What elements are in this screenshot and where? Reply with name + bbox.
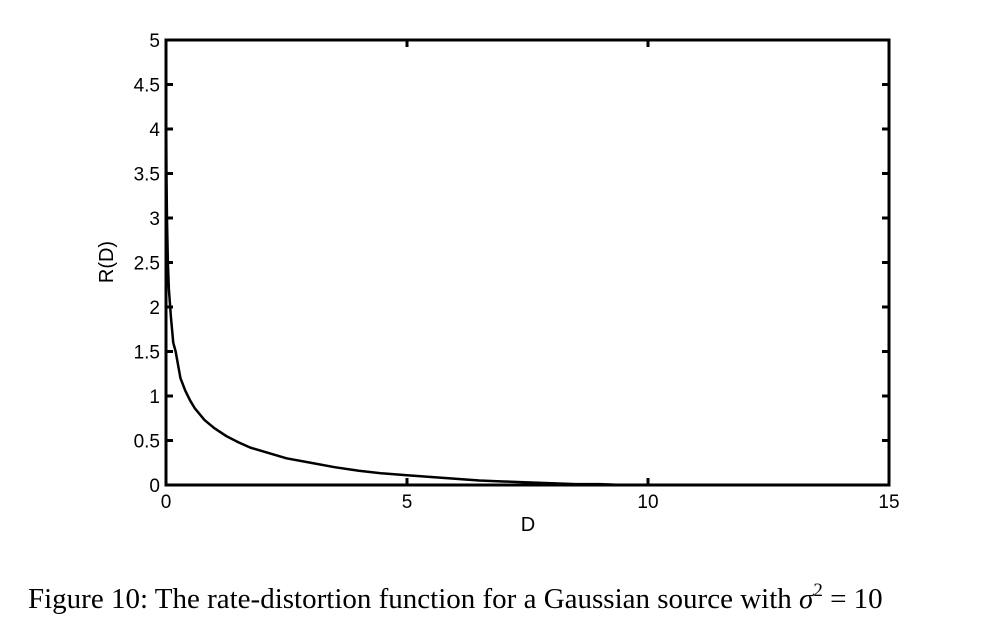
y-tick-label: 3: [149, 209, 160, 230]
x-tick-label: 0: [161, 492, 172, 513]
y-axis-ticks: 0 0.5 1 1.5 2 2.5 3 3.5 4 4.5 5: [134, 31, 889, 497]
y-tick-label: 2: [149, 298, 160, 319]
plot-frame: [164, 38, 891, 487]
caption-math-var: σ: [799, 583, 814, 615]
rate-distortion-curve: [164, 83, 650, 487]
y-tick-label: 1: [149, 387, 160, 408]
y-tick-label: 2.5: [134, 254, 160, 275]
x-tick-label: 5: [402, 492, 413, 513]
caption-text: Figure 10: The rate-distortion function …: [28, 583, 800, 615]
y-tick-label: 1.5: [134, 343, 160, 364]
x-tick-label: 15: [878, 492, 899, 513]
y-tick-label: 4.5: [134, 76, 160, 97]
caption-math-rest: = 10: [822, 583, 883, 615]
figure-caption: Figure 10: The rate-distortion function …: [28, 580, 988, 616]
rate-distortion-chart: 0 5 10 15 0 0.5 1 1.5 2 2.5 3 3.5 4 4.5 5 D R(D): [96, 31, 900, 536]
y-tick-label: 3.5: [134, 165, 160, 186]
y-tick-label: 5: [149, 31, 160, 52]
plot-area-border: [164, 38, 891, 487]
y-tick-label: 0.5: [134, 432, 160, 453]
x-axis-label: D: [521, 514, 535, 536]
series-line-group: [164, 83, 650, 487]
y-tick-label: 0: [149, 476, 160, 497]
caption-math-exp: 2: [813, 580, 823, 601]
x-axis-ticks: 0 5 10 15: [161, 40, 900, 513]
x-tick-label: 10: [637, 492, 658, 513]
y-axis-label: R(D): [96, 241, 118, 283]
y-tick-label: 4: [149, 120, 160, 141]
